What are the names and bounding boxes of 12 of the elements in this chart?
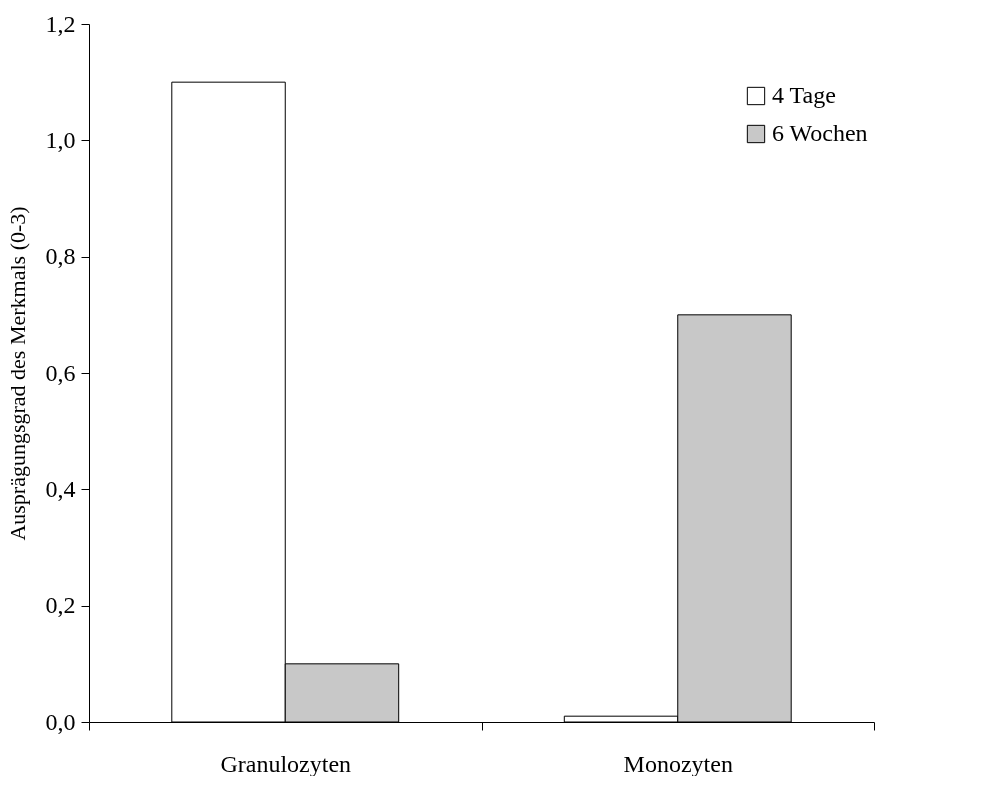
- legend-label: 6 Wochen: [772, 120, 868, 146]
- y-axis-title: Ausprägungsgrad des Merkmals (0-3): [4, 206, 30, 541]
- y-tick-label: 0,4: [45, 475, 76, 502]
- y-tick-label: 0,8: [45, 243, 76, 270]
- y-tick-label: 1,0: [45, 126, 76, 153]
- y-tick-label: 0,6: [45, 359, 76, 386]
- legend-label: 4 Tage: [772, 82, 836, 108]
- y-tick-label: 0,2: [45, 592, 76, 619]
- x-tick-label: Monozyten: [623, 750, 733, 777]
- y-tick-label: 1,2: [45, 10, 76, 37]
- x-tick-label: Granulozyten: [220, 750, 352, 777]
- y-tick-label: 0,0: [45, 708, 76, 735]
